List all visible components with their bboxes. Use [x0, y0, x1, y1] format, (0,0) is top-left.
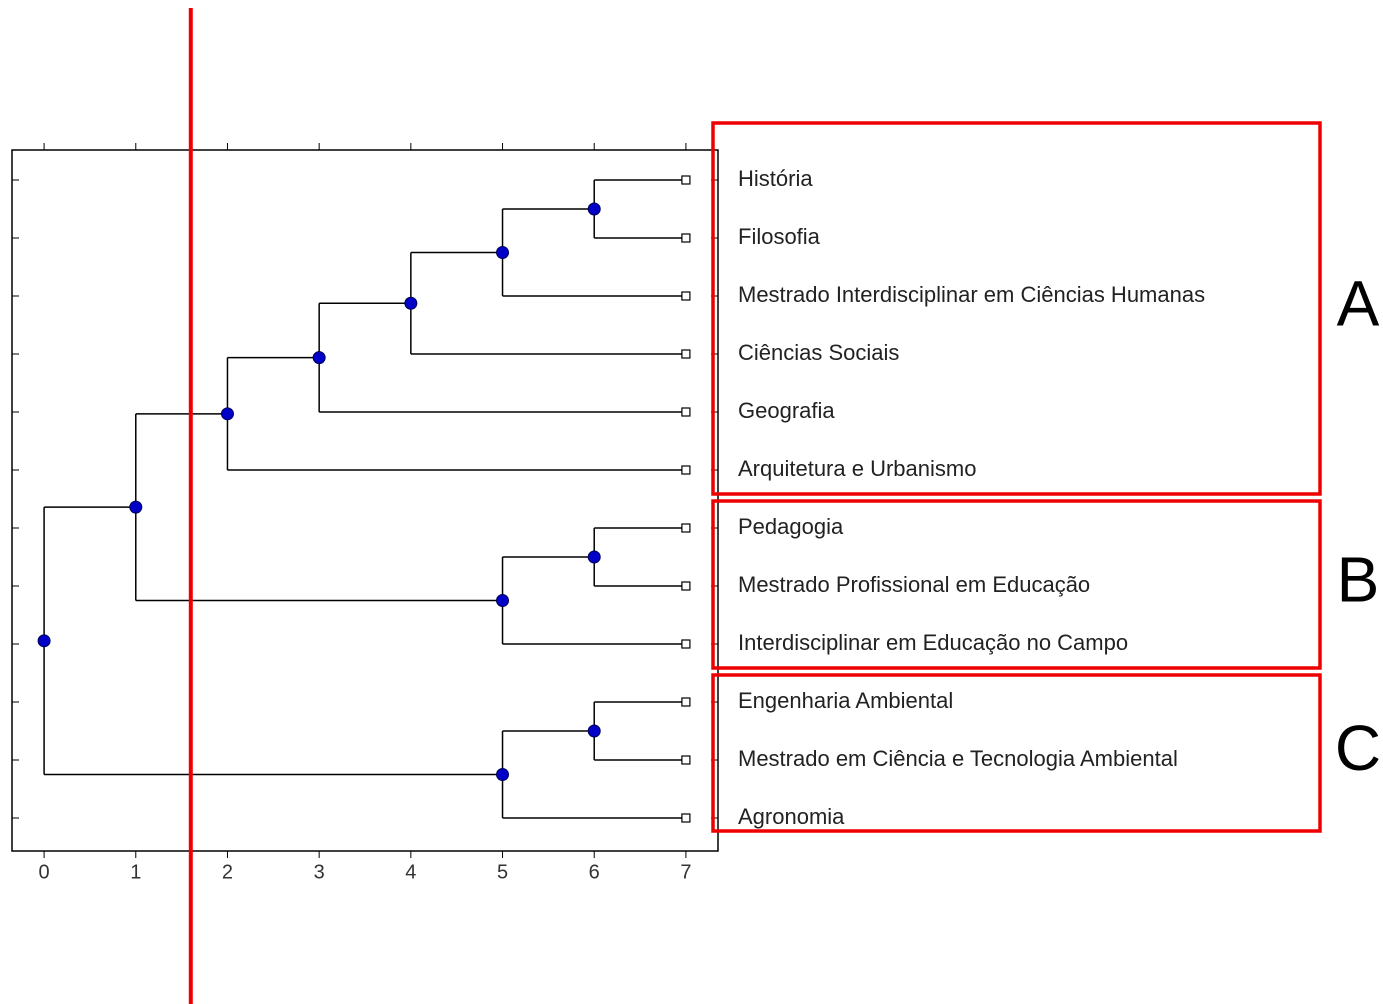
- plot-frame: [11, 149, 719, 852]
- branches: [12, 143, 718, 858]
- leaf-marker: [681, 465, 691, 475]
- leaf-marker: [681, 523, 691, 533]
- leaf-marker: [681, 813, 691, 823]
- x-tick-label: 0: [39, 861, 50, 883]
- merge-node: [129, 500, 143, 514]
- merge-node: [220, 407, 234, 421]
- group-label: C: [1335, 712, 1381, 784]
- leaf-label: Arquitetura e Urbanismo: [738, 456, 976, 481]
- leaf-label: Mestrado Interdisciplinar em Ciências Hu…: [738, 282, 1205, 307]
- leaf-label: Agronomia: [738, 804, 845, 829]
- leaf-label: Pedagogia: [738, 514, 844, 539]
- leaf-marker: [681, 349, 691, 359]
- group-label: A: [1337, 267, 1380, 339]
- merge-node: [587, 724, 601, 738]
- merge-node: [587, 202, 601, 216]
- group-box: [711, 499, 1322, 670]
- merge-node: [496, 594, 510, 607]
- leaf-marker: [681, 697, 691, 707]
- x-tick-label: 2: [222, 861, 233, 883]
- leaf-marker: [681, 639, 691, 649]
- leaf-label: Filosofia: [738, 224, 821, 249]
- annotations: 0 1 2 3 4 5 6 7 História Filosofia Mestrado Interd…: [39, 8, 1381, 1004]
- merge-node: [404, 296, 418, 310]
- x-tick-label: 3: [314, 861, 325, 883]
- x-tick-label: 4: [405, 861, 416, 883]
- x-tick-label: 6: [589, 861, 600, 883]
- merge-node: [312, 351, 326, 365]
- leaf-label: Geografia: [738, 398, 835, 423]
- leaf-label: Engenharia Ambiental: [738, 688, 953, 713]
- leaf-marker: [681, 291, 691, 301]
- merge-node: [496, 768, 510, 781]
- group-box: [711, 121, 1322, 496]
- leaf-label: Interdisciplinar em Educação no Campo: [738, 630, 1128, 655]
- merge-node: [496, 246, 510, 259]
- leaf-label: Mestrado Profissional em Educação: [738, 572, 1090, 597]
- x-tick-label: 1: [130, 861, 141, 883]
- merge-node: [37, 634, 51, 648]
- leaf-marker: [681, 581, 691, 591]
- leaf-marker: [681, 755, 691, 765]
- leaf-label: História: [738, 166, 813, 191]
- merge-node: [587, 550, 601, 564]
- leaf-marker: [681, 175, 691, 185]
- leaf-marker: [681, 233, 691, 243]
- group-label: B: [1337, 543, 1380, 615]
- leaf-label: Mestrado em Ciência e Tecnologia Ambient…: [738, 746, 1178, 771]
- leaf-label: Ciências Sociais: [738, 340, 899, 365]
- leaf-marker: [681, 407, 691, 417]
- group-box: [711, 673, 1322, 833]
- nodes: [37, 175, 691, 823]
- x-tick-label: 7: [680, 861, 691, 883]
- x-tick-label: 5: [497, 861, 508, 883]
